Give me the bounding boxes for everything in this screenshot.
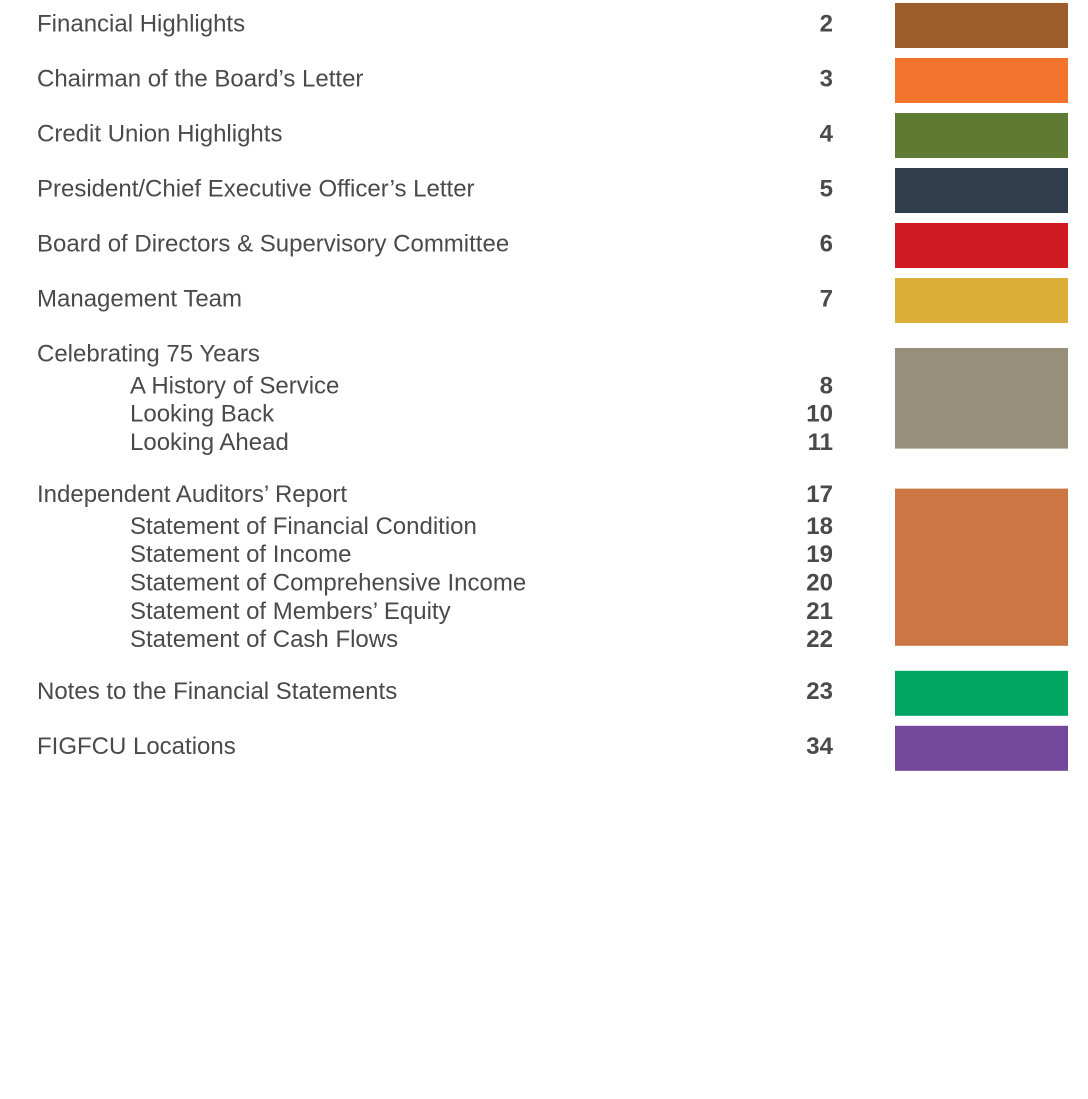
color-tab — [895, 223, 1068, 268]
sub-entry-page: 20 — [806, 570, 833, 597]
sub-entry-title: Statement of Members’ Equity — [130, 598, 451, 625]
entry-title: Notes to the Financial Statements — [37, 678, 397, 705]
sub-entry-page: 11 — [808, 429, 833, 456]
entry-page: 3 — [820, 65, 833, 92]
color-tab — [895, 725, 1068, 771]
entry-page: 6 — [820, 230, 833, 257]
color-tab — [895, 58, 1068, 103]
sub-entry-title: Statement of Cash Flows — [130, 626, 398, 653]
sub-entry-title: Looking Back — [130, 401, 275, 428]
entry-title: President/Chief Executive Officer’s Lett… — [37, 175, 475, 202]
color-tab — [895, 278, 1068, 323]
sub-entry-page: 18 — [806, 513, 833, 540]
entry-page: 5 — [820, 175, 833, 202]
entry-title: Management Team — [37, 285, 242, 312]
sub-entry-page: 19 — [806, 541, 833, 568]
sub-entry-page: 22 — [806, 626, 833, 653]
sub-entry-title: Looking Ahead — [130, 429, 289, 456]
sub-entry-page: 21 — [806, 598, 833, 625]
entry-title: Chairman of the Board’s Letter — [37, 65, 363, 92]
sub-entry-title: Statement of Income — [130, 541, 351, 568]
sub-entry-title: A History of Service — [130, 372, 339, 399]
sub-entry-title: Statement of Comprehensive Income — [130, 570, 526, 597]
entry-page: 34 — [806, 733, 833, 760]
entry-page: 2 — [820, 10, 833, 37]
sub-entry-page: 10 — [806, 401, 833, 428]
color-tab — [895, 488, 1068, 646]
entry-page: 4 — [820, 120, 834, 147]
entry-title: Financial Highlights — [37, 10, 245, 37]
sub-entry-page: 8 — [820, 372, 833, 399]
entry-page: 7 — [820, 285, 833, 312]
entry-title: Board of Directors & Supervisory Committ… — [37, 230, 509, 257]
entry-title: Credit Union Highlights — [37, 120, 282, 147]
color-tab — [895, 3, 1068, 48]
entry-title: Independent Auditors’ Report — [37, 481, 347, 508]
color-tab — [895, 670, 1068, 716]
entry-title: FIGFCU Locations — [37, 733, 236, 760]
color-tab — [895, 348, 1068, 449]
entry-page: 17 — [806, 481, 833, 508]
color-tab — [895, 113, 1068, 158]
entry-title: Celebrating 75 Years — [37, 340, 260, 367]
color-tab — [895, 168, 1068, 213]
sub-entry-title: Statement of Financial Condition — [130, 513, 477, 540]
entry-page: 23 — [806, 678, 833, 705]
